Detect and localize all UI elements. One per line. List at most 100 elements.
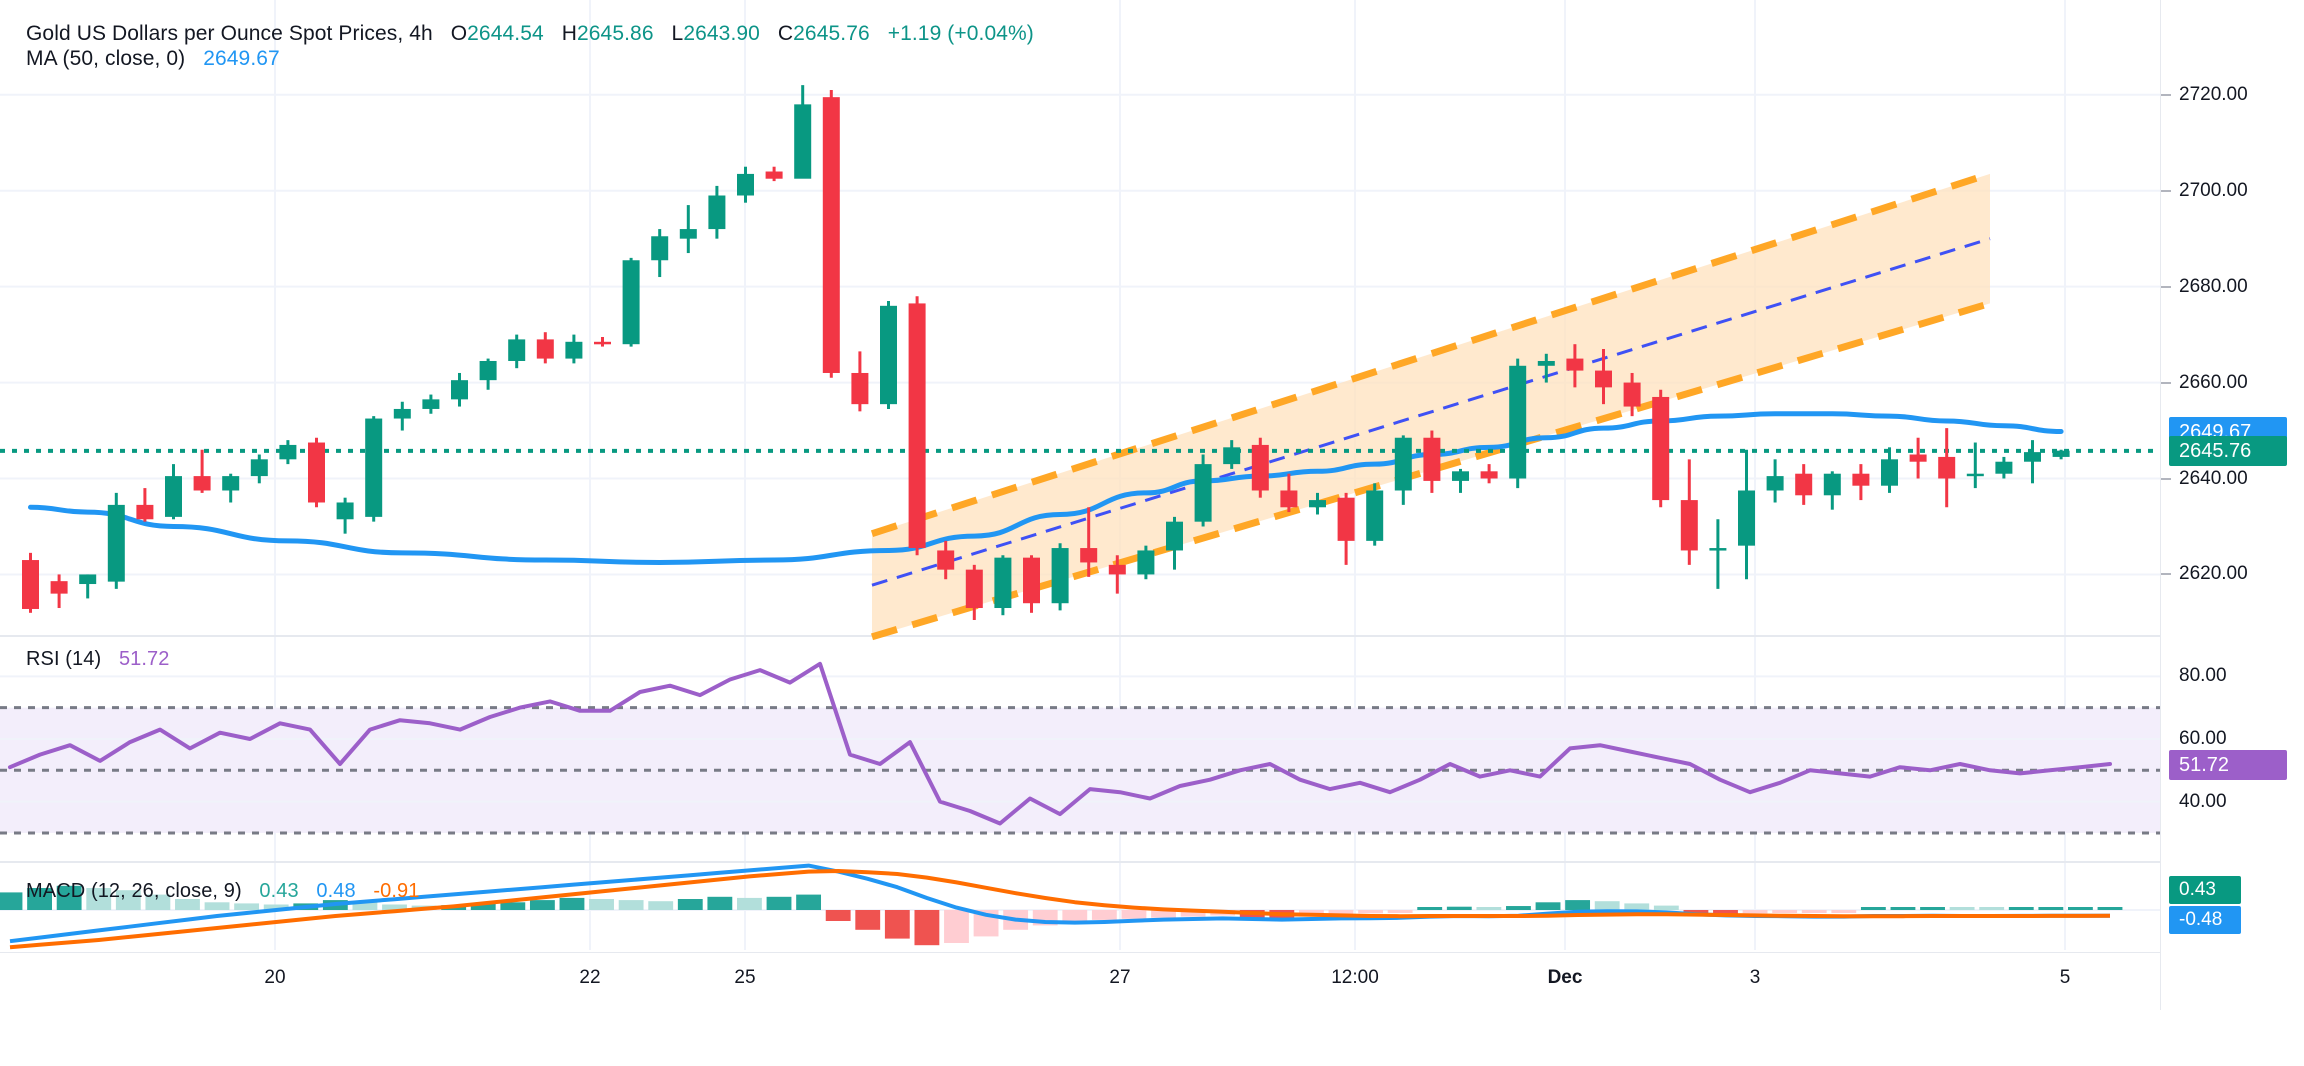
- candle-body[interactable]: [1108, 564, 1126, 575]
- candle-body[interactable]: [880, 305, 897, 405]
- candle-body[interactable]: [1194, 464, 1212, 522]
- channel-midline[interactable]: [871, 237, 1991, 587]
- price-axis-tick: 2660.00: [2179, 371, 2248, 393]
- ma-indicator-legend[interactable]: MA (50, close, 0) 2649.67: [26, 47, 280, 71]
- macd-indicator-legend[interactable]: MACD (12, 26, close, 9) 0.43 0.48 -0.91: [26, 880, 419, 903]
- candle-body[interactable]: [937, 550, 955, 570]
- symbol-title[interactable]: Gold US Dollars per Ounce Spot Prices, 4…: [26, 22, 433, 45]
- candle-body[interactable]: [1537, 360, 1555, 366]
- candle-body[interactable]: [1995, 461, 2013, 474]
- candle-body[interactable]: [1966, 473, 1984, 477]
- candle-body[interactable]: [908, 303, 926, 549]
- candle-body[interactable]: [822, 97, 840, 373]
- candle-body[interactable]: [994, 557, 1012, 609]
- candle-body[interactable]: [1938, 456, 1956, 479]
- macd-signal-line[interactable]: [9, 869, 2111, 950]
- candle-body[interactable]: [2024, 452, 2041, 462]
- candle-body[interactable]: [365, 418, 383, 517]
- candle-body[interactable]: [1223, 447, 1241, 465]
- candle-body[interactable]: [765, 171, 783, 179]
- candle-body[interactable]: [565, 341, 583, 359]
- rsi-indicator-legend[interactable]: RSI (14) 51.72: [26, 648, 170, 671]
- macd-line-badge[interactable]: -0.48: [2169, 906, 2241, 934]
- candle-body[interactable]: [451, 380, 468, 400]
- price-axis[interactable]: 2720.00 2700.00 2680.00 2660.00 2640.00 2620.…: [2160, 0, 2304, 1010]
- macd-histogram-bar: [1713, 910, 1738, 915]
- candle-body[interactable]: [165, 476, 182, 517]
- rsi-value-badge[interactable]: 51.72: [2169, 749, 2287, 780]
- candle-body[interactable]: [79, 574, 97, 585]
- candle-body[interactable]: [1766, 476, 1784, 491]
- chart-plot-area[interactable]: Gold US Dollars per Ounce Spot Prices, 4…: [0, 0, 2160, 1010]
- candle-body[interactable]: [1852, 473, 1870, 486]
- candle-body[interactable]: [1023, 557, 1040, 604]
- chart-canvas[interactable]: [0, 0, 2160, 1010]
- candle-body[interactable]: [193, 476, 211, 491]
- candle-body[interactable]: [1394, 437, 1412, 491]
- symbol-ohlc-legend: Gold US Dollars per Ounce Spot Prices, 4…: [26, 22, 1034, 46]
- candle-body[interactable]: [1595, 370, 1612, 388]
- macd-histogram-bar: [1801, 910, 1827, 913]
- candle-body[interactable]: [1337, 497, 1355, 541]
- candle-body[interactable]: [279, 444, 297, 460]
- last-price-badge[interactable]: 2645.76: [2169, 435, 2287, 466]
- candle-body[interactable]: [1738, 490, 1755, 546]
- candle-body[interactable]: [1480, 471, 1498, 479]
- candle-body[interactable]: [1251, 444, 1269, 491]
- candle-body[interactable]: [679, 229, 697, 239]
- macd-histogram-bar: [1091, 910, 1117, 920]
- candle-body[interactable]: [508, 339, 526, 361]
- candle-body[interactable]: [1795, 473, 1813, 496]
- candle-body[interactable]: [1137, 550, 1155, 575]
- macd-histogram-bar: [1476, 907, 1502, 910]
- candle-body[interactable]: [1280, 490, 1298, 508]
- candle-body[interactable]: [422, 399, 440, 409]
- candle-body[interactable]: [651, 236, 669, 261]
- candle-body[interactable]: [222, 476, 240, 491]
- candle-body[interactable]: [1423, 437, 1441, 481]
- candle-body[interactable]: [50, 581, 68, 594]
- candle-body[interactable]: [1366, 490, 1384, 541]
- candle-body[interactable]: [1566, 358, 1584, 371]
- candle-body[interactable]: [336, 502, 354, 520]
- candle-body[interactable]: [22, 560, 39, 609]
- candle-body[interactable]: [794, 104, 812, 179]
- candle-body[interactable]: [1080, 548, 1098, 563]
- candle-body[interactable]: [1680, 500, 1698, 551]
- candle-body[interactable]: [1309, 500, 1326, 508]
- candle-body[interactable]: [851, 372, 869, 405]
- candle-body[interactable]: [393, 408, 411, 419]
- candle-body[interactable]: [1909, 454, 1927, 462]
- candle-body[interactable]: [708, 195, 726, 230]
- macd-hist-badge[interactable]: 0.43: [2169, 876, 2241, 904]
- candle-body[interactable]: [1509, 365, 1527, 479]
- candle-body[interactable]: [1051, 548, 1069, 604]
- macd-histogram-bar: [618, 900, 644, 910]
- candle-body[interactable]: [1652, 396, 1670, 501]
- candle-body[interactable]: [1166, 521, 1183, 551]
- candle-body[interactable]: [965, 569, 983, 609]
- candle-body[interactable]: [536, 339, 554, 359]
- candle-body[interactable]: [2052, 450, 2070, 457]
- candle-body[interactable]: [737, 173, 754, 196]
- macd-histogram-bar: [1742, 910, 1768, 914]
- candle-body[interactable]: [622, 260, 640, 345]
- time-axis[interactable]: 20 22 25 27 12:00 Dec 3 5: [0, 952, 2160, 1010]
- candle-body[interactable]: [1623, 382, 1641, 407]
- rsi-line[interactable]: [8, 661, 2112, 826]
- candle-body[interactable]: [250, 459, 268, 477]
- candle-body[interactable]: [594, 341, 611, 345]
- ma-label: MA (50, close, 0): [26, 47, 186, 70]
- channel-lower-line[interactable]: [870, 300, 1992, 641]
- candle-body[interactable]: [107, 504, 125, 582]
- candle-body[interactable]: [1709, 548, 1727, 551]
- channel-upper-line[interactable]: [870, 170, 1992, 537]
- candle-body[interactable]: [136, 504, 154, 520]
- close-label: C: [777, 22, 794, 45]
- candle-body[interactable]: [1452, 471, 1469, 481]
- candle-body[interactable]: [1823, 473, 1841, 496]
- macd-line[interactable]: [9, 863, 2110, 944]
- candle-body[interactable]: [479, 360, 497, 381]
- candle-body[interactable]: [1881, 459, 1898, 486]
- candle-body[interactable]: [308, 442, 325, 503]
